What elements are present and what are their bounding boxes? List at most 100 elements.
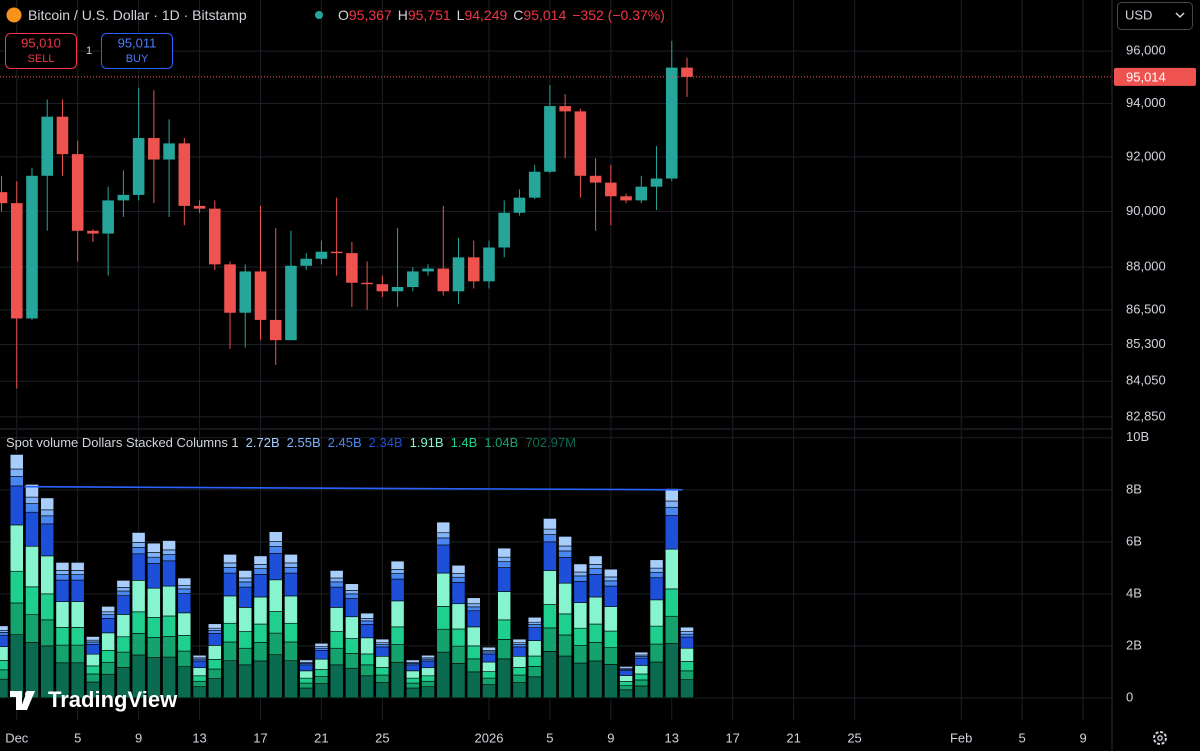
candle-body xyxy=(513,197,526,213)
volume-segment xyxy=(25,503,39,513)
volume-segment xyxy=(162,560,176,587)
candle-body xyxy=(300,258,312,266)
volume-segment xyxy=(573,602,588,629)
legend-value: 1.04B xyxy=(484,435,518,450)
volume-segment xyxy=(390,560,405,570)
volume-segment xyxy=(329,647,344,666)
volume-segment xyxy=(421,680,435,688)
currency-select[interactable]: USD xyxy=(1117,2,1193,30)
volume-segment xyxy=(40,515,55,525)
volume-segment xyxy=(360,664,374,677)
sell-button[interactable]: 95,010 SELL xyxy=(5,33,77,69)
volume-segment xyxy=(101,606,116,613)
high: 95,751 xyxy=(408,7,451,23)
open: 95,367 xyxy=(349,7,392,23)
currency[interactable]: USD xyxy=(1125,7,1152,22)
volume-segment xyxy=(466,610,481,628)
volume-segment xyxy=(268,654,283,699)
volume-segment xyxy=(192,654,207,659)
candle-body xyxy=(650,178,663,187)
volume-segment xyxy=(680,679,694,699)
volume-segment xyxy=(543,541,557,571)
volume-segment xyxy=(329,570,344,579)
volume-segment xyxy=(451,645,466,664)
volume-segment xyxy=(664,515,679,550)
volume-segment xyxy=(253,555,268,565)
volume-segment xyxy=(573,563,588,573)
volume-segment xyxy=(451,663,466,699)
chevron[interactable] xyxy=(1175,12,1185,19)
buy-box[interactable] xyxy=(101,33,173,69)
volume-segment xyxy=(466,597,481,605)
volume-segment xyxy=(573,662,588,699)
sell-box[interactable] xyxy=(5,33,77,69)
volume-segment xyxy=(238,607,253,632)
volume-segment xyxy=(588,564,603,569)
x-tick-label: 17 xyxy=(253,730,267,745)
volume-segment xyxy=(634,665,649,675)
currency-box[interactable] xyxy=(1117,2,1193,30)
volume-segment xyxy=(405,682,420,689)
x-tick-label: 9 xyxy=(1079,730,1086,745)
volume-segment xyxy=(527,640,542,657)
volume-segment xyxy=(345,616,359,639)
volume-segment xyxy=(558,634,572,657)
close-label: C xyxy=(513,7,523,23)
volume-segment xyxy=(405,687,420,699)
volume-segment xyxy=(70,562,85,571)
sell-label[interactable]: SELL xyxy=(28,53,55,65)
volume-segment xyxy=(466,626,481,647)
volume-segment xyxy=(390,661,405,699)
volume-segment xyxy=(207,668,222,679)
settings[interactable] xyxy=(1153,731,1167,745)
volume-segment xyxy=(512,667,527,676)
x-tick-label: 17 xyxy=(725,730,739,745)
volume-segment xyxy=(116,590,131,596)
volume-segment xyxy=(588,596,603,625)
volume-segment xyxy=(390,578,405,602)
volume-segment xyxy=(192,660,207,669)
candle-body xyxy=(315,251,328,259)
volume-segment xyxy=(573,581,588,603)
sell-price[interactable]: 95,010 xyxy=(21,35,61,50)
volume-segment xyxy=(0,629,9,633)
volume-segment xyxy=(375,682,390,699)
volume-segment xyxy=(177,650,192,667)
volume-segment xyxy=(649,599,664,627)
volume-segment xyxy=(162,554,176,562)
volume-segment xyxy=(421,660,435,669)
volume-segment xyxy=(497,547,512,558)
volume-segment xyxy=(284,622,298,643)
candle-body xyxy=(376,284,389,292)
gear[interactable] xyxy=(1153,731,1167,745)
volume-segment xyxy=(0,632,9,636)
volume-segment xyxy=(131,611,146,634)
volume-segment xyxy=(101,614,116,619)
volume-segment xyxy=(345,653,359,669)
volume-segment xyxy=(101,649,116,663)
volume-segment xyxy=(375,667,390,676)
volume-segment xyxy=(649,577,664,601)
volume-segment xyxy=(649,643,664,663)
volume-segment xyxy=(649,661,664,699)
volume-segment xyxy=(223,660,237,699)
volume-segment xyxy=(436,572,451,607)
volume-segment xyxy=(253,564,268,569)
volume-segment xyxy=(9,524,24,572)
candle-body xyxy=(56,116,69,155)
volume-segment xyxy=(177,593,192,614)
buy-label[interactable]: BUY xyxy=(126,53,149,65)
volume-segment xyxy=(253,568,268,575)
volume-segment xyxy=(512,646,527,657)
gear-center[interactable] xyxy=(1157,735,1163,741)
volume-segment xyxy=(314,676,329,684)
volume-segment xyxy=(664,488,679,502)
candle-body xyxy=(681,67,693,77)
volume-segment xyxy=(375,638,390,644)
buy-price[interactable]: 95,011 xyxy=(118,35,157,50)
buy-button[interactable]: 95,011 BUY xyxy=(101,33,173,69)
volume-segment xyxy=(0,634,9,647)
volume-segment xyxy=(543,627,557,652)
volume-segment xyxy=(55,627,70,646)
